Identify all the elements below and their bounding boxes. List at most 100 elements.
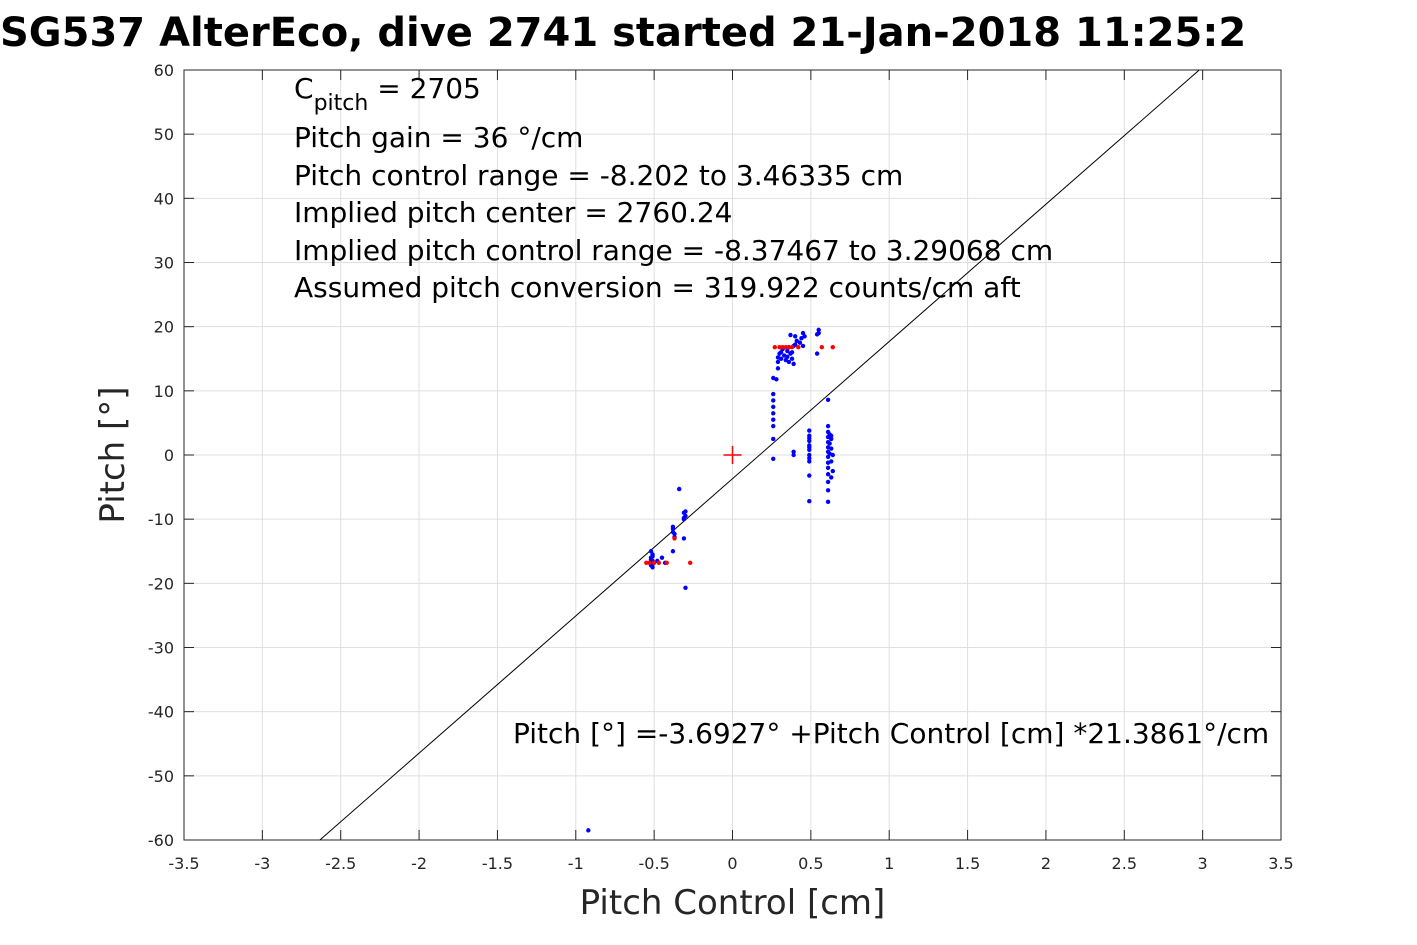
blue-data-point [789, 350, 795, 355]
y-tick-label: 60 [154, 61, 174, 80]
blue-data-point [807, 428, 812, 433]
blue-data-point [771, 456, 776, 462]
x-tick-label: 2 [1041, 854, 1051, 873]
blue-data-point [816, 330, 821, 336]
blue-data-point [683, 585, 688, 591]
x-tick-label: 1.5 [955, 854, 980, 873]
blue-data-point [771, 417, 776, 422]
y-tick-label: -20 [148, 574, 174, 593]
blue-data-point [648, 549, 654, 554]
blue-data-point [791, 449, 796, 454]
y-tick-label: 40 [154, 189, 174, 208]
implied-range-annotation: Implied pitch control range = -8.37467 t… [294, 234, 1053, 267]
red-data-point [687, 560, 693, 565]
fit-equation-annotation: Pitch [°] =-3.6927° +Pitch Control [cm] … [513, 717, 1269, 750]
y-axis-label: Pitch [°] [93, 386, 133, 523]
blue-data-point [825, 488, 831, 493]
blue-data-point [785, 354, 790, 360]
red-data-point [647, 560, 652, 565]
pitch-gain-annotation: Pitch gain = 36 °/cm [294, 121, 583, 154]
blue-data-point [816, 327, 821, 333]
blue-data-point [802, 334, 807, 339]
blue-data-point [677, 486, 682, 492]
blue-data-point [825, 423, 831, 429]
cpitch-value: = 2705 [368, 72, 481, 105]
y-tick-label: -40 [148, 703, 174, 722]
blue-data-point [683, 509, 688, 514]
red-data-point [780, 345, 785, 350]
grid [183, 69, 1282, 841]
axis-ticks: -3.5 -3 -2.5 -2 -1.5 -1 -0.5 0 0.5 1 1.5 2 2.5 3 3.5 60… [148, 61, 1294, 873]
red-data-point [644, 560, 649, 565]
blue-data-point [830, 452, 835, 458]
blue-data-point [829, 433, 834, 438]
blue-data-point [825, 472, 831, 477]
y-tick-label: -50 [148, 767, 174, 786]
blue-data-point [670, 524, 676, 530]
blue-data-point [807, 452, 812, 458]
blue-data-point [650, 565, 655, 570]
blue-data-point [771, 423, 776, 429]
red-data-point [783, 345, 788, 350]
fit-line [319, 69, 1200, 841]
y-tick-label: 30 [154, 254, 174, 273]
x-tick-label: 3.5 [1268, 854, 1293, 873]
blue-data-point [650, 554, 655, 559]
x-tick-label: 1 [884, 854, 894, 873]
data-points [586, 327, 835, 833]
y-tick-label: -10 [148, 510, 174, 529]
red-data-point [819, 345, 825, 350]
blue-data-point [789, 356, 795, 361]
red-data-point [789, 345, 795, 350]
chart-title: SG537 AlterEco, dive 2741 started 21-Jan… [0, 10, 1246, 56]
pitch-center-marker [723, 446, 742, 464]
blue-data-point [807, 499, 812, 504]
blue-data-point [771, 411, 776, 416]
blue-data-point [792, 342, 798, 347]
x-tick-label: 2.5 [1112, 854, 1137, 873]
blue-data-point [771, 436, 776, 442]
blue-data-point [807, 459, 812, 464]
y-tick-label: 10 [154, 382, 174, 401]
cpitch-annotation: Cpitch = 2705 [294, 72, 481, 116]
blue-data-point [775, 359, 781, 365]
blue-data-point [814, 351, 820, 356]
red-data-point [772, 345, 778, 350]
blue-data-point [829, 475, 834, 480]
blue-data-point [800, 343, 806, 349]
red-data-point [656, 560, 662, 565]
y-tick-label: -60 [148, 831, 174, 850]
x-tick-label: 3 [1198, 854, 1208, 873]
x-tick-label: -1.5 [482, 854, 513, 873]
pitch-center-annotation: Implied pitch center = 2760.24 [294, 196, 732, 229]
x-tick-label: -3.5 [168, 854, 199, 873]
x-tick-label: -0.5 [639, 854, 670, 873]
blue-data-point [807, 445, 812, 450]
blue-data-point [807, 456, 812, 461]
conversion-annotation: Assumed pitch conversion = 319.922 count… [294, 271, 1021, 304]
red-data-point [664, 560, 669, 565]
blue-data-point [829, 436, 834, 442]
blue-data-point [774, 377, 779, 382]
blue-data-point [807, 473, 812, 478]
blue-data-point [830, 468, 835, 474]
blue-data-point [681, 515, 687, 521]
x-tick-label: -3 [254, 854, 270, 873]
y-tick-label: 20 [154, 318, 174, 337]
x-axis-label: Pitch Control [cm] [580, 883, 886, 923]
cpitch-base: C [294, 72, 314, 105]
blue-data-point [771, 398, 776, 403]
blue-data-point [792, 334, 798, 339]
blue-data-point [771, 391, 776, 397]
blue-data-point [797, 340, 803, 345]
blue-data-point [786, 359, 792, 365]
red-data-point [651, 560, 657, 565]
blue-data-point [672, 531, 677, 537]
x-tick-label: 0.5 [798, 854, 823, 873]
blue-data-point [827, 441, 832, 446]
blue-data-point [825, 499, 831, 505]
blue-data-point [659, 555, 665, 560]
blue-data-point [829, 446, 834, 451]
blue-data-point [771, 404, 776, 410]
